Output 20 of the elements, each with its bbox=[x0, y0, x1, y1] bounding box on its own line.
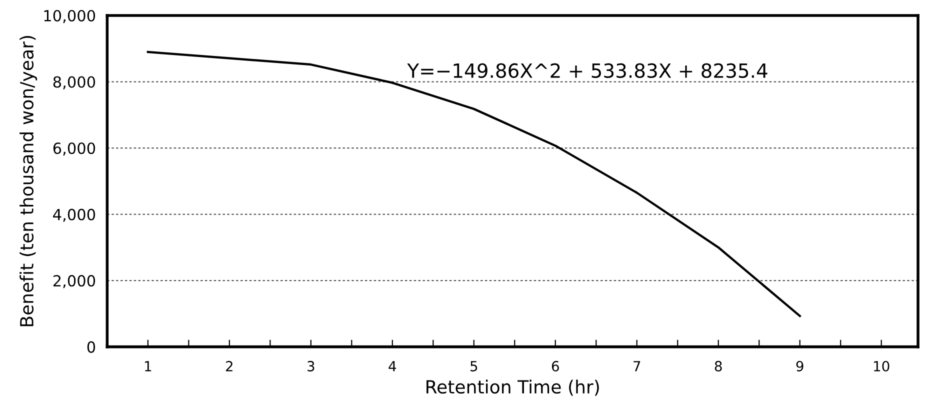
y-tick-label: 0 bbox=[87, 341, 96, 353]
annotation: Y=−149.86X^2 + 533.83X + 8235.4 bbox=[407, 63, 768, 78]
y-tick-label: 2,000 bbox=[53, 275, 96, 288]
x-tick-label: 5 bbox=[470, 361, 478, 372]
x-tick-label: 6 bbox=[552, 360, 559, 372]
x-tick-label: 1 bbox=[145, 361, 152, 372]
x-tick-label: 2 bbox=[226, 360, 232, 372]
x-tick-label: 9 bbox=[796, 360, 804, 372]
x-tick-label: 3 bbox=[308, 360, 314, 372]
y-tick-label: 4,000 bbox=[53, 208, 96, 222]
x-tick-label: 4 bbox=[388, 361, 396, 372]
y-tick-label: 6,000 bbox=[53, 142, 96, 156]
line-series bbox=[146, 50, 801, 318]
y-axis-title: Benefit (ten thousand won/year) bbox=[20, 36, 38, 326]
x-axis-title: Retention Time (hr) bbox=[426, 380, 599, 396]
y-tick-label: 8,000 bbox=[53, 76, 96, 90]
y-tick-label: 10,000 bbox=[44, 10, 96, 24]
x-tick-label: 10 bbox=[874, 360, 890, 372]
x-tick-label: 8 bbox=[714, 360, 722, 372]
x-tick-label: 7 bbox=[634, 361, 640, 372]
